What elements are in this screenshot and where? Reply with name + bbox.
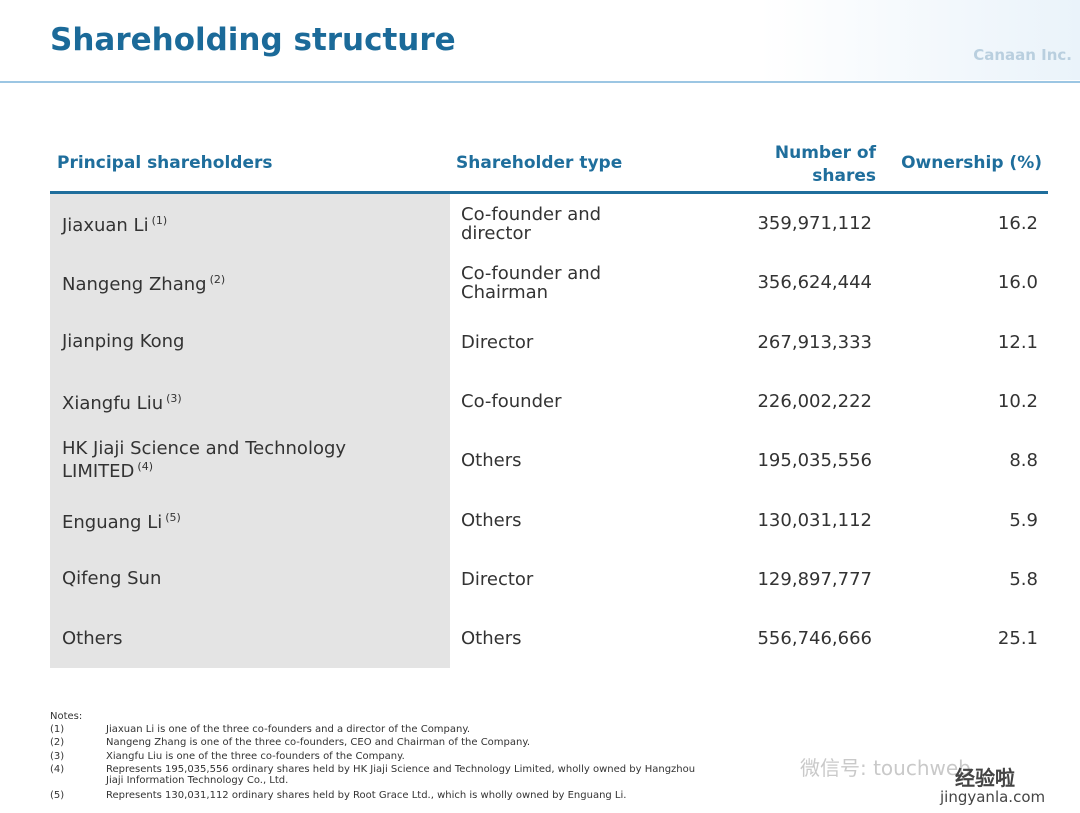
note-label: (4): [50, 763, 65, 775]
ownership: 16.0: [997, 272, 1038, 294]
shareholder-name: Xiangfu Liu (3): [62, 372, 442, 431]
shareholder-type: Co-founder: [461, 391, 562, 413]
shareholder-type: Director: [461, 568, 534, 590]
ownership: 5.9: [1009, 509, 1038, 531]
shareholder-type: Others: [461, 628, 522, 650]
shareholder-type: Director: [461, 331, 534, 353]
watermark: jingyanla.com: [940, 788, 1046, 806]
note-text: Nangeng Zhang is one of the three co-fou…: [106, 737, 531, 749]
name: Jianping Kong: [62, 331, 185, 353]
name-text: HK Jiaji Science and Technology LIMITED(…: [62, 440, 442, 481]
column-header: Ownership (%): [901, 153, 1042, 173]
note-text: Xiangfu Liu is one of the three co-found…: [106, 750, 405, 762]
ownership: 25.1: [997, 628, 1038, 650]
shareholder-type: Others: [461, 509, 522, 531]
ownership: 5.8: [1009, 568, 1038, 590]
ownership: 8.8: [1009, 450, 1038, 472]
column-header: Shareholder type: [456, 153, 623, 173]
name: Nangeng Zhang: [62, 274, 207, 296]
ownership: 16.2: [997, 213, 1038, 235]
shareholder-type: Co-founder and Chairman: [461, 262, 602, 303]
share-count: 129,897,777: [757, 568, 872, 590]
ownership: 12.1: [997, 331, 1038, 353]
note-label: (3): [50, 750, 65, 762]
name: HK Jiaji Science and Technology LIMITED: [62, 438, 347, 483]
note-text: Represents 130,031,112 ordinary shares h…: [106, 790, 627, 802]
name: Jiaxuan Li: [62, 215, 149, 237]
name-text: Nangeng Zhang (2): [62, 271, 225, 294]
note-label: (2): [50, 737, 65, 749]
share-count: 556,746,666: [757, 628, 872, 650]
share-count: 267,913,333: [757, 331, 872, 353]
share-count: 226,002,222: [757, 391, 872, 413]
shareholder-name: Jianping Kong: [62, 313, 442, 372]
share-count: 356,624,444: [757, 272, 872, 294]
name: Others: [62, 627, 123, 649]
note-ref: (3): [166, 392, 182, 406]
name: Qifeng Sun: [62, 568, 162, 590]
watermark: 微信号: touchweb: [800, 756, 971, 780]
name-text: Xiangfu Liu (3): [62, 390, 182, 413]
note-label: (1): [50, 724, 65, 735]
shareholder-type: Others: [461, 450, 522, 472]
name-text: Qifeng Sun: [62, 570, 161, 588]
name-text: Others: [62, 627, 123, 649]
note-ref: (5): [165, 510, 181, 524]
share-count: 195,035,556: [757, 450, 872, 472]
note-ref: (4): [137, 460, 153, 474]
header-rule: [50, 191, 1048, 194]
shareholder-name: Others: [62, 609, 442, 668]
share-count: 130,031,112: [757, 509, 872, 531]
ownership: 10.2: [997, 391, 1038, 413]
name-text: Jianping Kong: [62, 333, 184, 351]
name: Enguang Li: [62, 511, 163, 533]
logo: Canaan Inc.: [973, 46, 1072, 64]
note-text: Represents 195,035,556 ordinary shares h…: [106, 763, 696, 786]
note-ref: (1): [151, 214, 168, 228]
note-ref: (2): [209, 273, 226, 287]
name: Xiangfu Liu: [62, 393, 164, 415]
header-decoration: [760, 0, 1080, 80]
shareholder-name: HK Jiaji Science and Technology LIMITED(…: [62, 431, 442, 490]
note-text: Jiaxuan Li is one of the three co-founde…: [106, 724, 471, 735]
first-column-shade: [50, 194, 450, 668]
watermark: 经验啦: [955, 766, 1015, 790]
name-text: Enguang Li (5): [62, 509, 181, 532]
shareholder-name: Jiaxuan Li (1): [62, 194, 442, 253]
share-count: 359,971,112: [757, 213, 872, 235]
shareholder-name: Qifeng Sun: [62, 550, 442, 609]
name-text: Jiaxuan Li (1): [62, 212, 167, 235]
title: Shareholding structure: [50, 22, 456, 58]
note-label: (5): [50, 790, 65, 802]
column-header: Principal shareholders: [57, 153, 273, 173]
header-rule: [0, 81, 1080, 83]
shareholder-name: Enguang Li (5): [62, 491, 442, 550]
shareholder-type: Co-founder and director: [461, 203, 602, 244]
column-header: Number of shares: [774, 143, 876, 186]
shareholder-name: Nangeng Zhang (2): [62, 253, 442, 312]
notes-title: Notes:: [50, 711, 83, 722]
